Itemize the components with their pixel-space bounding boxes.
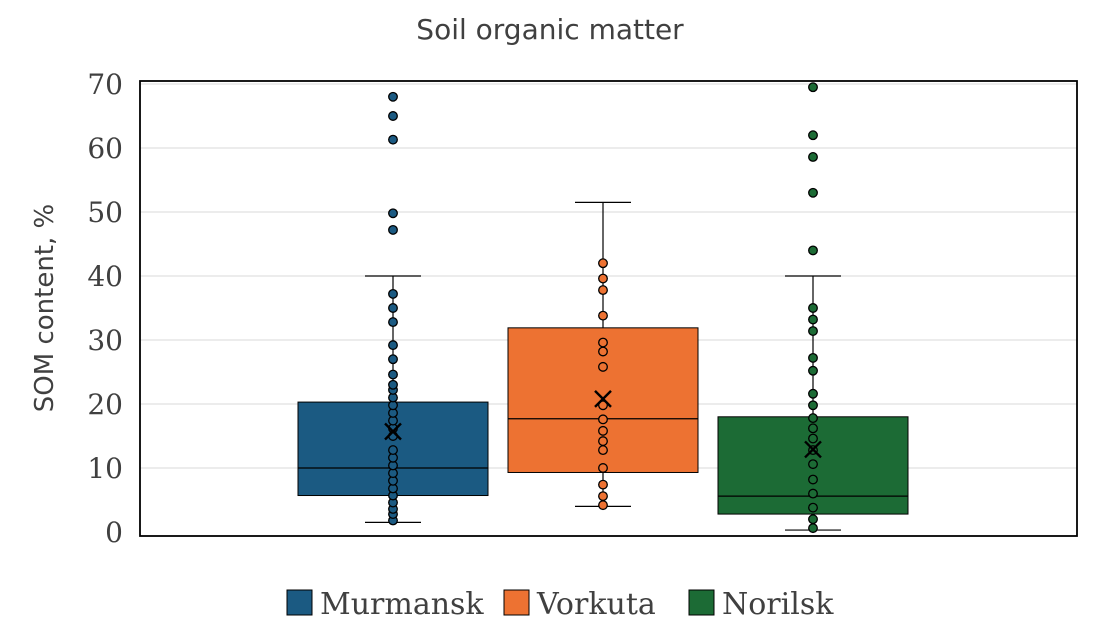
data-point	[808, 502, 818, 513]
data-point	[598, 310, 608, 321]
data-point	[598, 361, 608, 372]
data-point	[808, 303, 818, 313]
data-point	[388, 317, 398, 328]
y-tick-label: 0	[105, 516, 123, 549]
legend-swatch-vorkuta	[503, 589, 530, 616]
data-point	[808, 130, 818, 141]
data-point	[598, 273, 608, 284]
box-group-vorkuta	[507, 201, 699, 511]
data-point	[598, 425, 608, 436]
data-point	[808, 187, 818, 198]
data-point	[808, 474, 818, 485]
data-point	[388, 111, 398, 121]
box-series	[297, 82, 909, 534]
data-point	[808, 514, 818, 525]
data-point	[808, 400, 818, 411]
data-point	[808, 245, 818, 256]
data-point	[808, 413, 818, 424]
y-tick-label: 30	[87, 324, 123, 357]
data-point	[808, 82, 818, 93]
data-point	[388, 224, 398, 235]
y-tick-label: 10	[87, 452, 123, 485]
data-point	[808, 365, 818, 376]
data-point	[598, 445, 608, 456]
data-point	[598, 337, 608, 348]
data-point	[808, 433, 818, 444]
data-point	[808, 152, 818, 162]
data-point	[388, 134, 398, 145]
data-point	[808, 423, 818, 434]
data-point	[388, 379, 398, 390]
data-point	[598, 491, 608, 502]
data-point	[598, 463, 608, 473]
data-point	[388, 354, 398, 365]
y-tick-label: 20	[87, 388, 123, 421]
data-point	[808, 326, 818, 336]
data-point	[808, 388, 818, 399]
y-tick-label: 60	[87, 132, 123, 165]
y-tick-label: 70	[87, 68, 123, 101]
legend: Murmansk Vorkuta Norilsk	[286, 587, 834, 622]
data-point	[388, 340, 398, 351]
mean-marker	[804, 440, 822, 459]
data-point	[388, 369, 398, 380]
mean-marker	[384, 422, 402, 441]
y-axis-label: SOM content, %	[30, 204, 60, 412]
data-point	[598, 479, 608, 490]
box-group-murmansk	[297, 91, 489, 526]
data-point	[388, 303, 398, 313]
data-point	[808, 523, 818, 534]
data-point	[388, 288, 398, 299]
data-point	[598, 285, 608, 296]
data-point	[598, 414, 608, 425]
data-point	[388, 445, 398, 456]
legend-label-vorkuta: Vorkuta	[536, 587, 656, 622]
data-point	[808, 314, 818, 325]
legend-label-murmansk: Murmansk	[320, 587, 484, 622]
data-point	[598, 436, 608, 447]
y-axis-ticks: 0 10 20 30 40 50 60 70	[87, 68, 123, 549]
data-point	[598, 346, 608, 357]
legend-swatch-norilsk	[688, 589, 715, 616]
plot-area-frame	[139, 80, 1078, 537]
mean-marker	[594, 390, 612, 408]
data-point	[808, 459, 818, 470]
data-point	[808, 488, 818, 499]
box-group-norilsk	[717, 82, 909, 534]
legend-swatch-murmansk	[286, 589, 313, 616]
legend-label-norilsk: Norilsk	[722, 587, 834, 622]
data-point	[598, 500, 608, 511]
data-point	[388, 208, 398, 219]
data-point	[598, 258, 608, 269]
y-tick-label: 50	[87, 196, 123, 229]
data-point	[388, 91, 398, 102]
y-tick-label: 40	[87, 260, 123, 293]
data-point	[598, 400, 608, 411]
chart-title: Soil organic matter	[416, 13, 684, 46]
data-point	[808, 352, 818, 363]
